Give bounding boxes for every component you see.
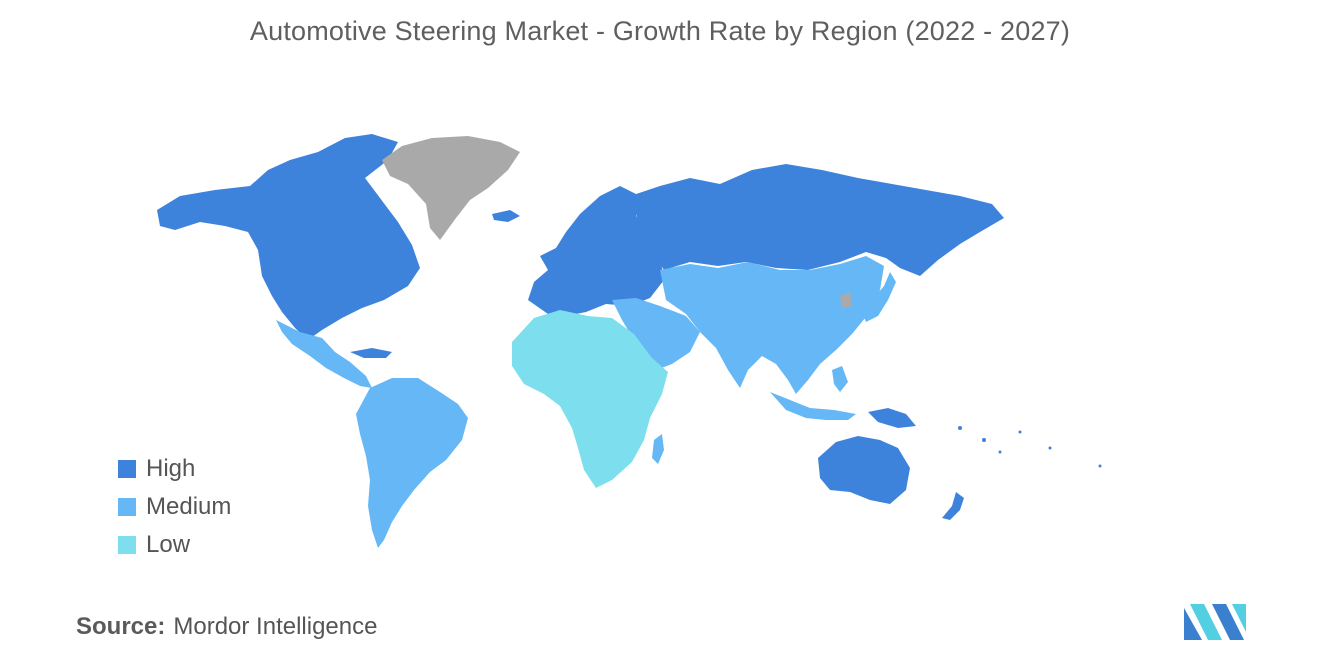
region-middle-east xyxy=(612,298,700,370)
chart-title: Automotive Steering Market - Growth Rate… xyxy=(249,16,1071,46)
region-greenland xyxy=(382,136,520,240)
region-north-america xyxy=(157,134,420,340)
region-new-zealand xyxy=(942,492,964,520)
legend-label-high: High xyxy=(146,455,196,482)
legend-label-low: Low xyxy=(146,531,191,558)
region-russia xyxy=(630,164,1004,276)
pacific-islands xyxy=(958,426,1102,468)
region-iceland xyxy=(492,210,520,222)
region-south-america xyxy=(356,378,468,548)
legend-item-high: High xyxy=(118,450,231,488)
region-korea xyxy=(840,292,852,308)
source-value: Mordor Intelligence xyxy=(173,613,378,640)
region-australia xyxy=(818,436,910,504)
legend-item-medium: Medium xyxy=(118,488,231,526)
region-papua xyxy=(868,408,916,428)
legend-item-low: Low xyxy=(118,526,231,564)
legend-swatch-low xyxy=(118,536,136,554)
source-label: Source: xyxy=(76,613,166,640)
region-africa xyxy=(512,310,668,488)
region-central-america xyxy=(276,320,372,388)
region-southeast-asia xyxy=(770,392,856,420)
source-line: Source: Mordor Intelligence xyxy=(76,613,377,641)
legend-label-medium: Medium xyxy=(146,493,232,520)
legend: High Medium Low xyxy=(118,450,231,564)
region-europe xyxy=(528,186,664,316)
region-madagascar xyxy=(652,434,664,464)
region-japan xyxy=(862,272,896,322)
region-caribbean xyxy=(350,348,392,358)
mordor-intelligence-logo-icon xyxy=(1184,604,1246,640)
legend-swatch-medium xyxy=(118,498,136,516)
region-philippines xyxy=(832,366,848,392)
legend-swatch-high xyxy=(118,460,136,478)
region-asia xyxy=(660,256,884,394)
